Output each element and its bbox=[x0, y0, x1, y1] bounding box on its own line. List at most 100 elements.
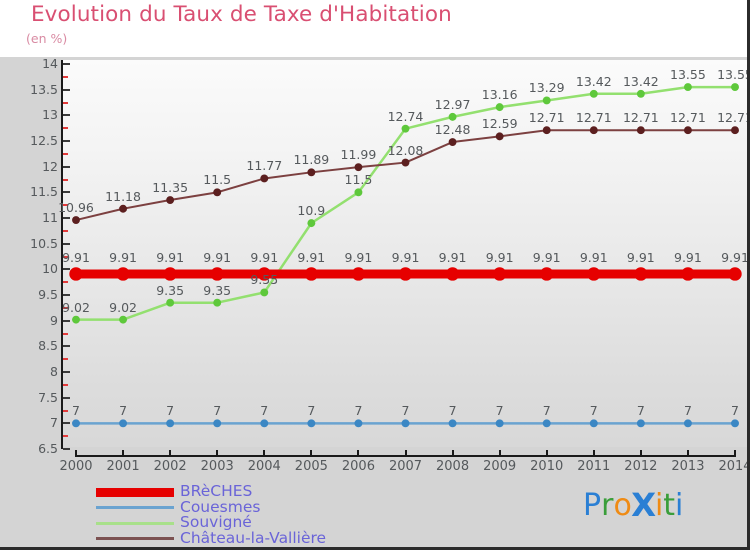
data-point-label: 7 bbox=[166, 403, 175, 419]
data-point-label: 7 bbox=[354, 403, 363, 419]
logo-letter: o bbox=[613, 488, 632, 523]
legend-swatch bbox=[96, 537, 174, 540]
y-minor-tick bbox=[63, 152, 68, 155]
data-point-label: 12.59 bbox=[481, 116, 518, 132]
data-point-label: 11.5 bbox=[344, 172, 373, 188]
legend-label: Château-la-Vallière bbox=[180, 528, 327, 547]
y-tick-label: 12 bbox=[42, 158, 58, 174]
y-tick bbox=[63, 242, 70, 245]
logo-letter: P bbox=[583, 488, 602, 523]
data-point-label: 7 bbox=[119, 403, 128, 419]
data-point-label: 7 bbox=[589, 403, 598, 419]
logo-letter: X bbox=[630, 486, 656, 525]
data-point-label: 9.91 bbox=[626, 249, 655, 265]
data-point-label: 9.91 bbox=[721, 249, 749, 265]
data-point-label: 7 bbox=[731, 403, 739, 419]
x-tick-label: 2007 bbox=[388, 459, 423, 474]
y-tick-label: 10.5 bbox=[30, 235, 58, 251]
x-tick-label: 2014 bbox=[718, 459, 750, 474]
data-point-label: 7 bbox=[448, 403, 457, 419]
x-tick-label: 2000 bbox=[59, 459, 93, 474]
y-minor-tick bbox=[63, 101, 68, 104]
data-point-label: 11.99 bbox=[340, 147, 377, 163]
data-point-label: 7 bbox=[683, 403, 692, 419]
x-tick bbox=[545, 450, 548, 457]
data-point-label: 13.16 bbox=[481, 87, 518, 103]
legend-label: Couesmes bbox=[180, 497, 261, 516]
y-minor-tick bbox=[63, 358, 68, 361]
data-point-label: 11.89 bbox=[293, 152, 330, 168]
x-tick-label: 2009 bbox=[483, 459, 517, 474]
y-tick-label: 11.5 bbox=[30, 184, 58, 200]
legend-label: BRèCHES bbox=[180, 482, 253, 500]
data-point-label: 9.91 bbox=[438, 249, 467, 265]
x-tick bbox=[357, 450, 360, 457]
y-tick bbox=[63, 114, 70, 117]
x-tick bbox=[686, 450, 689, 457]
proxiti-logo[interactable]: ProXiti bbox=[583, 486, 684, 525]
y-minor-tick bbox=[63, 229, 68, 232]
x-tick bbox=[498, 450, 501, 457]
x-tick-label: 2002 bbox=[153, 459, 187, 474]
y-tick-label: 7.5 bbox=[38, 389, 58, 405]
data-point-label: 9.91 bbox=[674, 249, 702, 265]
data-point-label: 12.74 bbox=[387, 108, 424, 124]
data-point-label: 9.91 bbox=[62, 249, 90, 265]
data-point-label: 9.91 bbox=[203, 249, 232, 265]
data-point-label: 9.91 bbox=[344, 249, 373, 265]
x-tick-label: 2008 bbox=[436, 459, 470, 474]
data-point-label: 9.91 bbox=[579, 249, 608, 265]
y-tick bbox=[63, 396, 70, 399]
logo-letter: t bbox=[663, 488, 676, 523]
data-point-label: 12.97 bbox=[434, 96, 471, 112]
data-point-label: 7 bbox=[401, 403, 410, 419]
data-point-label: 13.42 bbox=[575, 73, 612, 89]
x-tick bbox=[122, 450, 125, 457]
logo-letter: i bbox=[675, 488, 684, 523]
y-tick-label: 10 bbox=[42, 261, 58, 277]
y-minor-tick bbox=[63, 383, 68, 386]
y-tick-label: 13 bbox=[42, 107, 58, 123]
x-tick bbox=[75, 450, 77, 457]
y-minor-tick bbox=[63, 255, 68, 258]
y-tick-label: 13.5 bbox=[30, 81, 58, 97]
x-tick-label: 2010 bbox=[530, 459, 564, 474]
y-tick bbox=[63, 448, 70, 450]
x-tick bbox=[592, 450, 595, 457]
y-minor-tick bbox=[63, 281, 68, 284]
x-tick bbox=[310, 450, 313, 457]
y-tick bbox=[63, 165, 70, 168]
data-point-label: 12.71 bbox=[622, 110, 659, 126]
legend-swatch bbox=[96, 487, 174, 497]
y-tick bbox=[63, 191, 70, 194]
data-point-label: 9.91 bbox=[532, 249, 561, 265]
x-tick bbox=[451, 450, 454, 457]
y-tick-label: 8.5 bbox=[38, 338, 58, 354]
y-minor-tick bbox=[63, 332, 68, 335]
y-tick bbox=[63, 319, 70, 322]
x-tick-label: 2004 bbox=[247, 459, 281, 474]
y-tick-label: 12.5 bbox=[30, 133, 58, 148]
data-point-label: 9.91 bbox=[109, 249, 137, 265]
data-point-label: 7 bbox=[542, 403, 551, 419]
data-point-label: 7 bbox=[260, 403, 269, 419]
y-minor-tick bbox=[63, 409, 68, 412]
x-tick-label: 2005 bbox=[294, 459, 328, 474]
y-tick bbox=[63, 422, 70, 425]
title-band: Evolution du Taux de Taxe d'Habitation (… bbox=[0, 0, 747, 57]
data-point-label: 9.55 bbox=[250, 272, 279, 288]
y-tick-label: 8 bbox=[50, 364, 58, 379]
y-axis-line bbox=[61, 60, 63, 449]
y-tick-label: 11 bbox=[42, 210, 58, 225]
logo-letter: r bbox=[601, 488, 614, 523]
data-point-label: 13.55 bbox=[670, 67, 706, 83]
data-point-label: 9.91 bbox=[156, 249, 185, 265]
data-point-label: 11.18 bbox=[105, 188, 141, 204]
data-point-label: 12.71 bbox=[575, 110, 612, 126]
legend-swatch bbox=[96, 506, 174, 509]
y-tick bbox=[63, 268, 70, 271]
data-point-label: 11.77 bbox=[246, 158, 283, 174]
data-point-label: 12.48 bbox=[434, 122, 471, 138]
data-point-label: 11.35 bbox=[152, 180, 189, 196]
